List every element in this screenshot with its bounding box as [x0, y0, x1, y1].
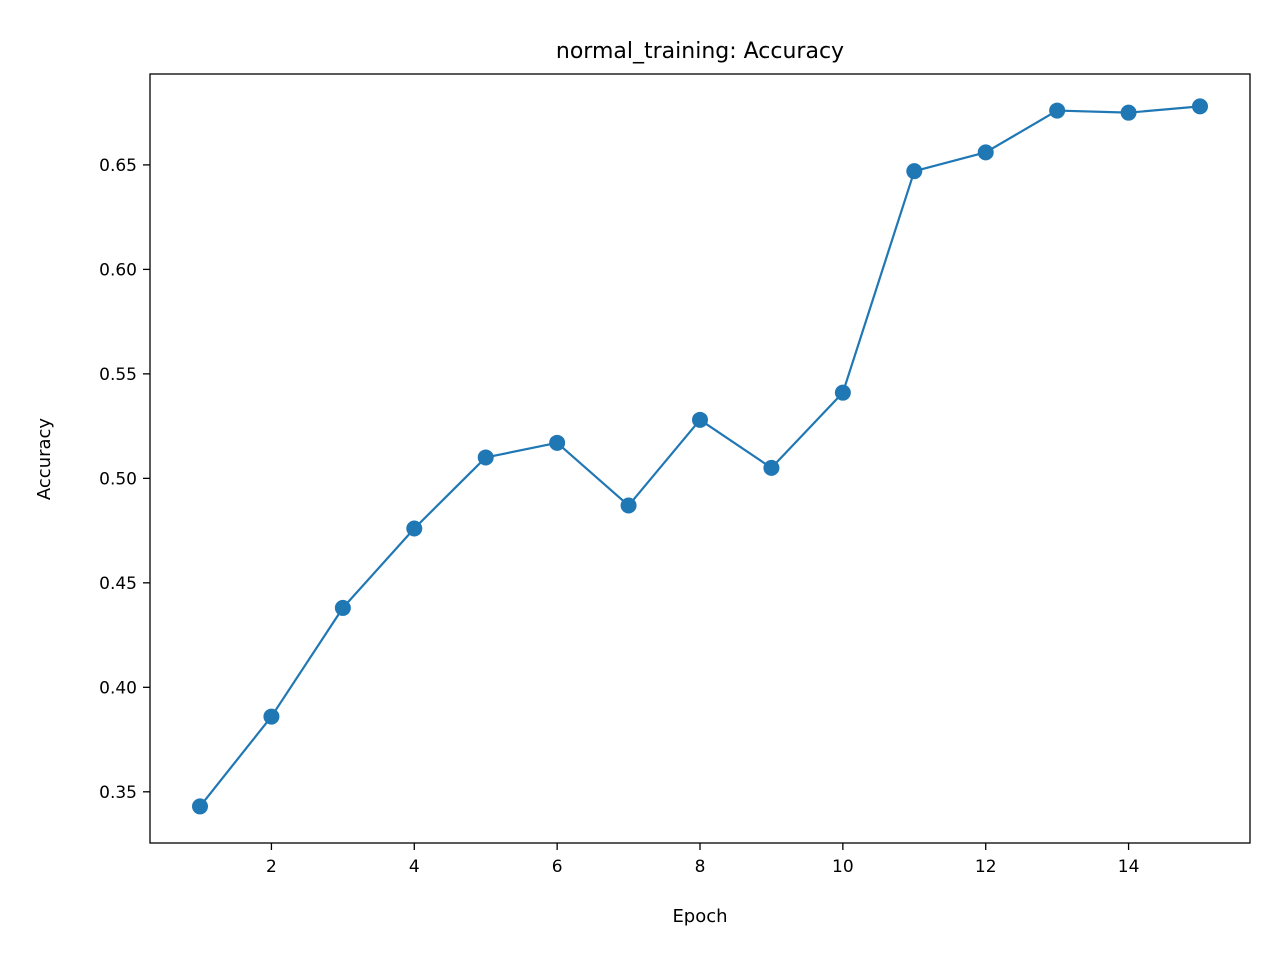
- x-tick-label: 14: [1118, 857, 1140, 877]
- x-tick-label: 10: [832, 857, 854, 877]
- y-tick-label: 0.50: [99, 469, 137, 489]
- y-tick-label: 0.65: [99, 156, 137, 176]
- x-axis: 2 4 6 8 10 12 14: [266, 843, 1139, 877]
- data-point: [1120, 104, 1137, 121]
- chart-title: normal_training: Accuracy: [556, 39, 844, 64]
- data-point: [763, 459, 780, 476]
- x-tick-label: 8: [695, 857, 706, 877]
- data-point: [263, 708, 280, 725]
- y-axis-label: Accuracy: [34, 418, 55, 501]
- plot-frame: [149, 73, 1251, 844]
- y-tick-label: 0.45: [99, 574, 137, 594]
- y-tick-label: 0.40: [99, 678, 137, 698]
- data-point: [1192, 98, 1208, 115]
- data-point: [477, 449, 494, 466]
- data-point: [549, 434, 566, 451]
- data-point: [906, 163, 923, 180]
- x-tick-label: 12: [975, 857, 997, 877]
- data-point: [692, 411, 708, 428]
- data-point: [977, 144, 994, 161]
- x-tick-label: 4: [409, 857, 420, 877]
- data-point: [1049, 102, 1066, 119]
- data-point: [834, 384, 851, 401]
- x-tick-label: 6: [552, 857, 563, 877]
- y-tick-label: 0.60: [99, 260, 137, 280]
- data-point: [192, 798, 208, 815]
- x-tick-label: 2: [266, 857, 277, 877]
- plot-area: [149, 73, 1251, 844]
- y-axis: 0.35 0.40 0.45 0.50 0.55 0.60 0.65: [99, 156, 150, 803]
- data-point: [406, 520, 423, 537]
- y-tick-label: 0.55: [99, 365, 137, 385]
- series-line: [199, 105, 1201, 808]
- x-axis-label: Epoch: [672, 906, 727, 927]
- y-tick-label: 0.35: [99, 783, 137, 803]
- data-point: [334, 599, 351, 616]
- data-point: [620, 497, 637, 514]
